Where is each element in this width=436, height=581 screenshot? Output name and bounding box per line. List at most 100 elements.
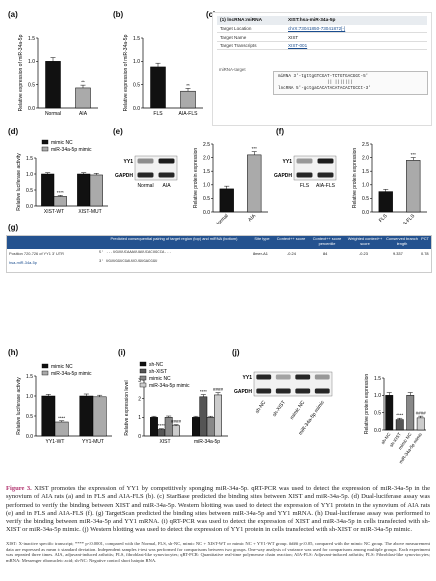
- bar: [206, 417, 215, 437]
- bar: [92, 396, 107, 437]
- blot-row-label: YY1: [243, 375, 253, 381]
- bar: [41, 395, 56, 437]
- legend-swatch: [139, 382, 147, 388]
- bar: [219, 188, 234, 213]
- blot-lane-label: FLS: [300, 183, 310, 189]
- bar: [150, 417, 158, 437]
- chart-panel-h: 0.0 0.5 1.0 1.5 Relative luciferase activity…: [16, 363, 112, 445]
- blot-row-label: GAPDH: [274, 173, 292, 179]
- chart-panel-f: YY1 GAPDH FLS AIA-FLS 0.0 0.5 1.0 1.5 2.0 2.5 Rela…: [274, 142, 427, 224]
- blot-band: [137, 172, 154, 178]
- x-tick-label: FLS: [378, 213, 389, 224]
- bar: [406, 160, 421, 213]
- y-axis-label: Relative protein expression: [364, 374, 370, 435]
- bar: [180, 90, 196, 109]
- blot-band: [158, 172, 175, 178]
- starbase-header-key: (1) lncRNA:miRNA: [217, 16, 285, 25]
- bar: [54, 421, 69, 437]
- x-tick-label: AIA-FLS: [179, 111, 199, 117]
- legend-swatch: [41, 146, 49, 152]
- bar: [416, 417, 425, 431]
- ts-mirna-name[interactable]: hsa-miR-34a-5p: [9, 260, 37, 265]
- x-tick-label: AIA-FLS: [399, 213, 417, 224]
- blot-band: [256, 388, 272, 394]
- panel-label-d: (d): [8, 127, 19, 136]
- target-transcripts-link[interactable]: XIST-001: [285, 41, 427, 51]
- ts-utr-seq: 5' ...UGUUUCAAAUUAUUCACUGCCA...: [99, 251, 172, 255]
- y-tick-label: 1.5: [203, 169, 210, 175]
- y-tick-label: 0.0: [133, 106, 140, 112]
- x-tick-label: miR-34a-5p: [194, 439, 220, 445]
- bar: [89, 174, 103, 207]
- y-tick-label: 0.5: [133, 82, 140, 88]
- ts-header-branch: Conserved branch length: [386, 236, 418, 246]
- legend-swatch: [41, 370, 49, 376]
- target-location-link[interactable]: chrX:73041850-73041872[-]: [285, 25, 427, 34]
- legend-swatch: [139, 375, 147, 381]
- y-tick-label: 1.5: [362, 169, 369, 175]
- x-tick-label: Normal: [214, 213, 230, 224]
- legend-label: sh-NC: [149, 362, 164, 368]
- ts-context: -0.24: [287, 251, 296, 256]
- panel-label-b: (b): [113, 10, 124, 19]
- blot-band: [158, 158, 175, 164]
- y-tick-label: 1.5: [133, 36, 140, 42]
- target-name-value: XIST: [285, 32, 427, 42]
- legend-swatch: [139, 361, 147, 367]
- blot-row-label: GAPDH: [234, 389, 252, 395]
- y-tick-label: 0.5: [374, 410, 381, 416]
- bar: [150, 66, 166, 109]
- lncrna-sequence: lncRNA 5'-gctgaCACATACATACACTGCCt-3': [278, 86, 371, 91]
- y-tick-label: 0.0: [362, 210, 369, 216]
- chart-panel-b: 0.0 0.5 1.0 1.5 Relative expression of miR-3…: [123, 34, 203, 117]
- blot-band: [137, 158, 154, 164]
- blot-band: [314, 374, 330, 380]
- y-tick-label: 0.0: [26, 434, 33, 440]
- caption-text: XIST promotes the expression of YY1 by c…: [6, 485, 430, 534]
- sequence-alignment: miRNA 3'-tgttgGTCGAT-TCTGTGACGGt-5' || |…: [273, 71, 428, 95]
- significance-label: **: [186, 83, 190, 88]
- y-tick-label: 0.5: [26, 188, 33, 194]
- blot-row-label: YY1: [124, 159, 134, 165]
- bar: [395, 419, 404, 431]
- y-tick-label: 2.5: [203, 142, 210, 148]
- blot-band: [317, 158, 334, 164]
- figure-number: Figure 3.: [6, 485, 32, 492]
- significance-label: ****: [57, 190, 64, 195]
- y-tick-label: 2.0: [203, 155, 210, 161]
- x-tick-label: sh-NC: [380, 431, 392, 445]
- y-tick-label: 1.5: [374, 376, 381, 382]
- legend-label: miR-34a-5p mimic: [149, 383, 190, 389]
- y-tick-label: 0.5: [362, 196, 369, 202]
- panel-label-e: (e): [113, 127, 123, 136]
- y-tick-label: 1.0: [362, 183, 369, 189]
- blot-row-label: YY1: [283, 159, 293, 165]
- targetscan-table: Predicted consequential pairing of targe…: [6, 235, 432, 273]
- panel-label-h: (h): [8, 348, 19, 357]
- blot-band: [256, 374, 272, 380]
- panel-label-g: (g): [8, 223, 19, 232]
- seq-title: miRNA-target: [219, 67, 246, 72]
- legend-label: mimic NC: [51, 364, 73, 370]
- panel-label-f: (f): [276, 127, 284, 136]
- row-key: Target Name: [217, 32, 285, 42]
- chart-panel-d: 0.0 0.5 1.0 1.5 Relative luciferase activity…: [16, 139, 108, 215]
- ts-percentile: 84: [323, 251, 328, 256]
- row-key: Target Transcripts: [217, 41, 285, 51]
- ts-weighted: -0.23: [359, 251, 368, 256]
- y-tick-label: 1.0: [374, 393, 381, 399]
- legend-label: miR-34a-5p mimic: [51, 147, 92, 153]
- blot-band: [275, 388, 291, 394]
- y-tick-label: 0.5: [203, 196, 210, 202]
- y-tick-label: 0.5: [28, 82, 35, 88]
- y-tick-label: 0: [138, 434, 141, 440]
- y-tick-label: 3: [138, 378, 141, 384]
- x-tick-label: XIST-MUT: [78, 209, 101, 215]
- blot-band: [295, 388, 311, 394]
- ts-branch: 9.337: [393, 251, 403, 256]
- blot-band: [317, 172, 334, 178]
- blot-lane-label: AIA: [162, 183, 171, 189]
- significance-label: ***: [252, 146, 258, 151]
- blot-row-label: GAPDH: [115, 173, 133, 179]
- significance-label: ****: [158, 423, 165, 428]
